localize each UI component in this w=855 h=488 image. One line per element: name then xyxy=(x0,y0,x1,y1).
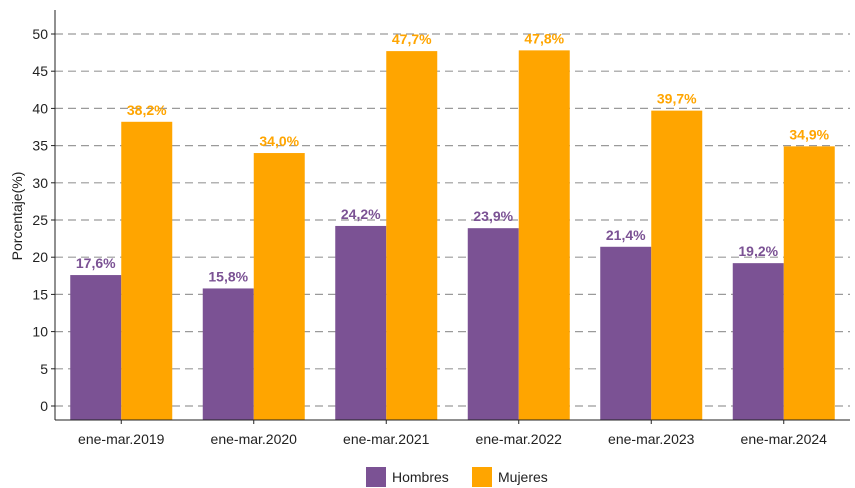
data-label-hombres: 24,2% xyxy=(341,206,381,222)
data-label-hombres: 23,9% xyxy=(473,208,513,224)
bars xyxy=(70,50,835,421)
y-tick-label: 25 xyxy=(32,212,48,228)
data-label-hombres: 15,8% xyxy=(208,268,248,284)
data-label-mujeres: 47,8% xyxy=(524,30,564,46)
x-tick-label: ene-mar.2023 xyxy=(608,431,695,447)
bar-mujeres xyxy=(386,51,438,420)
x-tick-label: ene-mar.2024 xyxy=(741,431,828,447)
y-ticks: 0 5 10 15 20 25 30 35 40 45 50 xyxy=(32,26,55,414)
data-label-hombres: 17,6% xyxy=(76,255,116,271)
y-tick-label: 30 xyxy=(32,175,48,191)
data-label-mujeres: 34,0% xyxy=(259,133,299,149)
bar-hombres xyxy=(202,288,254,420)
legend-label-hombres: Hombres xyxy=(392,469,449,485)
bar-mujeres xyxy=(253,153,305,421)
y-tick-label: 35 xyxy=(32,138,48,154)
y-tick-label: 50 xyxy=(32,26,48,42)
bar-hombres xyxy=(467,228,519,420)
x-tick-label: ene-mar.2022 xyxy=(476,431,563,447)
bar-mujeres xyxy=(783,146,835,420)
bar-hombres xyxy=(335,225,387,420)
data-label-mujeres: 38,2% xyxy=(127,102,167,118)
y-tick-label: 0 xyxy=(40,398,48,414)
data-label-hombres: 21,4% xyxy=(606,227,646,243)
data-label-hombres: 19,2% xyxy=(738,243,778,259)
data-labels: 17,6% 38,2% 15,8% 34,0% 24,2% 47,7% 23,9% 47,8%… xyxy=(76,30,830,284)
x-ticks: ene-mar.2019 ene-mar.2020 ene-mar.2021 ene-… xyxy=(78,420,827,447)
gridlines xyxy=(55,33,850,407)
x-tick-label: ene-mar.2020 xyxy=(211,431,298,447)
axes xyxy=(54,10,850,421)
bar-mujeres xyxy=(121,121,173,421)
y-tick-label: 5 xyxy=(40,361,48,377)
data-label-mujeres: 39,7% xyxy=(657,91,697,107)
legend: Hombres Mujeres xyxy=(366,467,548,487)
y-tick-label: 10 xyxy=(32,324,48,340)
y-tick-label: 20 xyxy=(32,249,48,265)
x-tick-label: ene-mar.2021 xyxy=(343,431,430,447)
legend-swatch-mujeres xyxy=(472,467,492,487)
bar-hombres xyxy=(600,246,652,420)
y-tick-label: 15 xyxy=(32,286,48,302)
data-label-mujeres: 47,7% xyxy=(392,31,432,47)
legend-swatch-hombres xyxy=(366,467,386,487)
x-tick-label: ene-mar.2019 xyxy=(78,431,165,447)
y-axis-title: Porcentaje(%) xyxy=(9,172,25,261)
y-tick-label: 45 xyxy=(32,63,48,79)
bar-hombres xyxy=(732,263,784,420)
y-tick-label: 40 xyxy=(32,100,48,116)
bar-mujeres xyxy=(518,50,570,420)
bar-mujeres xyxy=(651,110,703,420)
data-label-mujeres: 34,9% xyxy=(789,126,829,142)
legend-label-mujeres: Mujeres xyxy=(498,469,548,485)
bar-hombres xyxy=(70,275,122,420)
